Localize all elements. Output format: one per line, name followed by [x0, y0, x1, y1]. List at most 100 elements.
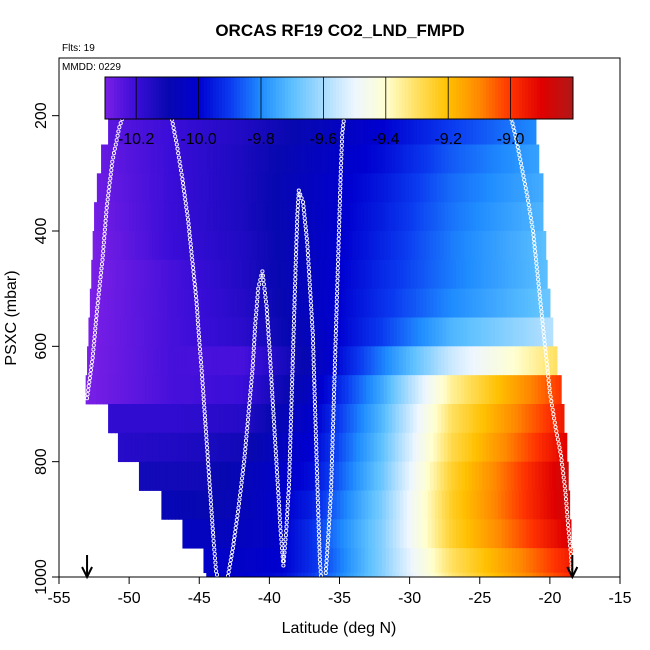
heatmap-cell: [273, 490, 278, 520]
heatmap-cell: [522, 259, 527, 290]
heatmap-cell: [554, 548, 559, 574]
heatmap-cell: [404, 231, 409, 261]
track-point: [191, 273, 196, 279]
heatmap-cell: [350, 202, 355, 232]
heatmap-cell: [217, 548, 222, 574]
track-point: [279, 537, 284, 542]
heatmap-cell: [145, 461, 151, 491]
track-point: [294, 227, 299, 232]
track-point: [192, 282, 197, 287]
heatmap-cell: [460, 231, 465, 261]
track-point: [335, 282, 340, 288]
track-point: [295, 211, 300, 216]
heatmap-cell: [307, 144, 313, 174]
colorbar-segment: [186, 77, 190, 119]
heatmap-cell: [489, 461, 494, 491]
heatmap-cell: [208, 231, 213, 261]
x-tick-label: -55: [47, 590, 70, 607]
heatmap-cell: [251, 572, 256, 578]
track-point: [533, 257, 539, 262]
colorbar-segment: [195, 77, 199, 119]
track-point: [231, 538, 237, 543]
heatmap-cell: [532, 202, 537, 232]
track-point: [239, 480, 244, 485]
track-point: [183, 201, 188, 206]
heatmap-cell: [326, 259, 331, 290]
heatmap-cell: [461, 173, 466, 203]
heatmap-cell: [409, 404, 414, 434]
heatmap-cell: [96, 173, 101, 203]
heatmap-cell: [392, 259, 397, 290]
heatmap-cell: [469, 115, 474, 145]
heatmap-cell: [546, 404, 551, 434]
heatmap-cell: [279, 404, 284, 434]
track-point: [104, 210, 109, 215]
heatmap-cell: [559, 432, 564, 463]
colorbar-segment: [402, 77, 406, 119]
heatmap-cell: [454, 173, 459, 203]
heatmap-cell: [189, 259, 194, 290]
track-point: [566, 531, 571, 536]
heatmap-cell: [157, 115, 162, 145]
heatmap-cell: [126, 259, 131, 290]
heatmap-cell: [446, 231, 451, 261]
heatmap-cell: [157, 259, 162, 290]
heatmap-cell: [487, 490, 492, 520]
heatmap-cell: [169, 231, 174, 261]
heatmap-cell: [530, 375, 536, 405]
heatmap-cell: [282, 432, 287, 463]
heatmap-cell: [285, 231, 290, 261]
heatmap-cell: [145, 375, 150, 405]
heatmap-cell: [420, 346, 425, 376]
flight-marker-arrowhead: [566, 566, 579, 580]
heatmap-cell: [251, 288, 256, 318]
heatmap-cell: [216, 346, 221, 376]
heatmap-cell: [547, 519, 552, 549]
heatmap-cell: [328, 404, 334, 434]
track-point: [334, 308, 339, 313]
heatmap-cell: [118, 144, 123, 174]
heatmap-cell: [228, 259, 233, 290]
colorbar-segment: [453, 77, 457, 119]
heatmap-cell: [350, 144, 355, 174]
colorbar-segment: [312, 77, 316, 119]
heatmap-cell: [107, 288, 112, 318]
heatmap-cell: [255, 144, 260, 174]
track-point: [255, 295, 260, 300]
heatmap-cell: [120, 231, 125, 261]
track-point: [99, 270, 104, 275]
heatmap-cell: [493, 461, 498, 491]
track-point: [266, 328, 271, 333]
heatmap-cell: [451, 202, 456, 232]
track-point: [340, 135, 345, 140]
heatmap-cell: [332, 572, 337, 578]
heatmap-cell: [307, 404, 313, 434]
heatmap-cell: [447, 173, 452, 203]
heatmap-cell: [533, 317, 538, 347]
track-point: [293, 277, 298, 282]
heatmap-cell: [416, 115, 421, 145]
heatmap-cell: [139, 404, 144, 434]
track-point: [195, 318, 200, 323]
heatmap-cell: [207, 317, 212, 347]
track-point: [283, 533, 288, 538]
heatmap-cell: [156, 461, 161, 491]
heatmap-cell: [262, 572, 267, 578]
heatmap-cell: [157, 144, 162, 174]
heatmap-cell: [125, 404, 130, 434]
track-point: [557, 445, 562, 450]
heatmap-cell: [392, 202, 397, 232]
heatmap-cell: [361, 259, 366, 290]
heatmap-cell: [551, 317, 554, 347]
track-point: [315, 483, 320, 488]
heatmap-cell: [272, 173, 277, 203]
heatmap-cell: [357, 144, 362, 174]
heatmap-cell: [346, 404, 351, 434]
track-point: [314, 445, 319, 451]
heatmap-cell: [399, 548, 404, 574]
heatmap-cell: [441, 519, 446, 549]
heatmap-cell: [466, 519, 471, 549]
heatmap-cell: [399, 404, 404, 434]
heatmap-cell: [491, 317, 496, 347]
heatmap-cell: [352, 432, 357, 463]
